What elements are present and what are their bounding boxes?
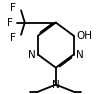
Text: N: N <box>76 50 84 60</box>
Text: F: F <box>7 18 13 28</box>
Text: F: F <box>10 3 15 13</box>
Text: N: N <box>52 80 60 90</box>
Text: N: N <box>28 50 36 60</box>
Text: OH: OH <box>76 31 92 41</box>
Text: F: F <box>10 33 15 43</box>
